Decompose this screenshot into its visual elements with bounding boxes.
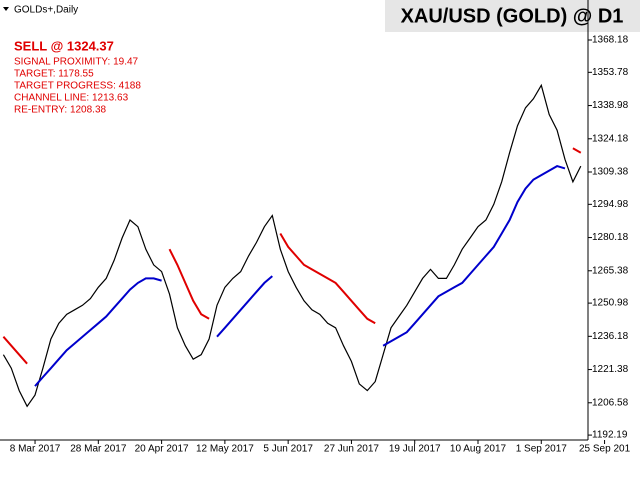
y-tick-label: 1265.38: [592, 265, 629, 276]
price-line: [34, 165, 566, 387]
y-tick-label: 1221.38: [592, 364, 629, 375]
signal-line: RE-ENTRY: 1208.38: [14, 105, 107, 116]
signal-line: CHANNEL LINE: 1213.63: [14, 93, 129, 104]
y-tick-label: 1338.98: [592, 100, 629, 111]
y-tick-label: 1294.98: [592, 199, 629, 210]
y-tick-label: 1353.78: [592, 67, 629, 78]
y-tick-label: 1324.18: [592, 133, 629, 144]
x-tick-label: 20 Apr 2017: [135, 444, 189, 455]
y-tick-label: 1192.19: [592, 430, 628, 441]
chart-title: XAU/USD (GOLD) @ D1: [401, 5, 624, 27]
x-tick-label: 28 Mar 2017: [70, 444, 127, 455]
y-tick-label: 1236.18: [592, 331, 629, 342]
title-box: [385, 0, 640, 32]
signal-line: TARGET: 1178.55: [14, 69, 94, 80]
x-tick-label: 27 Jun 2017: [324, 444, 379, 455]
y-tick-label: 1250.98: [592, 298, 629, 309]
x-tick-label: 12 May 2017: [196, 444, 254, 455]
price-line: [2, 147, 582, 365]
signal-line: SIGNAL PROXIMITY: 19.47: [14, 57, 139, 68]
x-tick-label: 8 Mar 2017: [10, 444, 61, 455]
symbol-label: GOLDs+,Daily: [14, 5, 78, 16]
menu-arrow: [3, 7, 9, 11]
x-tick-label: 19 Jul 2017: [389, 444, 441, 455]
y-tick-label: 1206.58: [592, 397, 629, 408]
signal-headline: SELL @ 1324.37: [14, 38, 114, 53]
x-tick-label: 1 Sep 2017: [516, 444, 568, 455]
x-tick-label: 25 Sep 201: [579, 444, 631, 455]
y-tick-label: 1280.18: [592, 232, 629, 243]
y-tick-label: 1368.18: [592, 35, 629, 46]
x-tick-label: 10 Aug 2017: [450, 444, 507, 455]
signal-line: TARGET PROGRESS: 4188: [14, 81, 141, 92]
x-tick-label: 5 Jun 2017: [263, 444, 313, 455]
y-tick-label: 1309.38: [592, 167, 629, 178]
price-line: [2, 83, 582, 408]
